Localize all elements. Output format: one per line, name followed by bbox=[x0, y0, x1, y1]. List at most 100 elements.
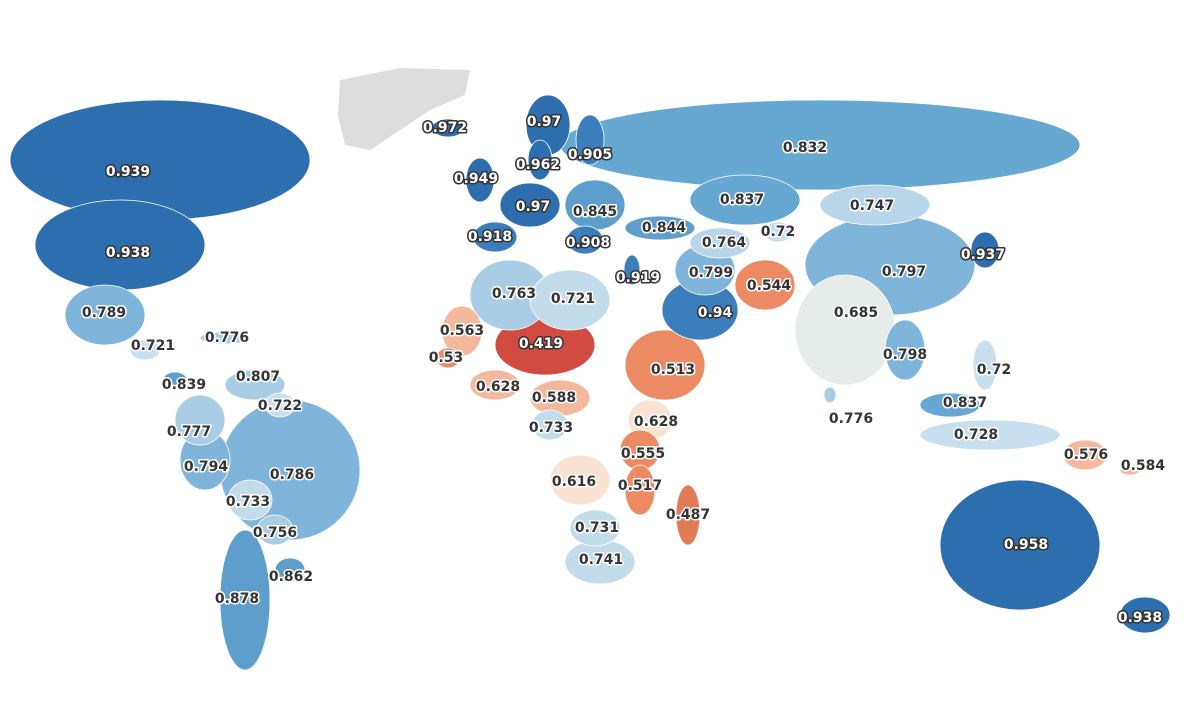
value-label: 0.949 bbox=[454, 171, 498, 187]
value-label: 0.517 bbox=[618, 478, 662, 494]
value-label: 0.862 bbox=[269, 569, 313, 585]
value-label: 0.728 bbox=[954, 427, 998, 443]
value-label: 0.733 bbox=[226, 494, 270, 510]
value-label: 0.786 bbox=[270, 467, 314, 483]
country-region bbox=[64, 284, 146, 346]
value-label: 0.832 bbox=[783, 140, 827, 156]
country-region bbox=[441, 305, 483, 357]
country-region bbox=[624, 464, 656, 516]
country-region bbox=[199, 331, 251, 345]
country-region bbox=[224, 369, 286, 401]
country-region bbox=[431, 118, 465, 138]
value-label: 0.797 bbox=[882, 264, 926, 280]
country-region bbox=[624, 329, 706, 401]
country-region bbox=[569, 509, 621, 547]
country-region bbox=[734, 259, 796, 311]
country-region bbox=[256, 514, 294, 546]
value-label: 0.747 bbox=[850, 198, 894, 214]
value-label: 0.487 bbox=[666, 507, 710, 523]
value-label: 0.918 bbox=[468, 229, 512, 245]
value-label: 0.764 bbox=[702, 235, 747, 251]
value-label: 0.905 bbox=[568, 147, 612, 163]
value-label: 0.937 bbox=[961, 247, 1005, 263]
country-region bbox=[531, 409, 569, 441]
value-label: 0.555 bbox=[621, 446, 665, 462]
country-region bbox=[527, 139, 553, 181]
value-label: 0.685 bbox=[834, 305, 878, 321]
value-label: 0.938 bbox=[1118, 610, 1162, 626]
country-region bbox=[623, 254, 641, 286]
country-region bbox=[264, 392, 296, 418]
country-region bbox=[970, 231, 1000, 269]
country-region bbox=[884, 319, 926, 381]
value-label: 0.799 bbox=[689, 265, 733, 281]
value-label: 0.628 bbox=[476, 379, 520, 395]
value-label: 0.789 bbox=[82, 305, 126, 321]
country-region bbox=[529, 269, 611, 331]
country-region bbox=[919, 392, 981, 418]
value-label: 0.845 bbox=[573, 204, 617, 220]
country-region bbox=[227, 479, 273, 521]
value-label: 0.97 bbox=[516, 199, 551, 215]
value-label: 0.939 bbox=[106, 164, 150, 180]
value-label: 0.419 bbox=[519, 336, 563, 352]
regions bbox=[9, 94, 1171, 671]
country-region bbox=[1119, 464, 1141, 476]
value-label: 0.721 bbox=[551, 291, 595, 307]
country-region bbox=[972, 339, 998, 391]
country-region bbox=[689, 227, 751, 259]
country-region bbox=[469, 369, 521, 401]
value-label: 0.878 bbox=[215, 591, 259, 607]
country-region bbox=[763, 221, 793, 243]
value-label: 0.962 bbox=[516, 157, 560, 173]
country-region bbox=[162, 371, 188, 389]
value-label: 0.72 bbox=[761, 224, 796, 240]
greenland-no-data bbox=[338, 68, 470, 150]
country-region bbox=[435, 347, 461, 369]
value-label: 0.616 bbox=[552, 474, 596, 490]
value-label: 0.844 bbox=[642, 220, 687, 236]
country-region bbox=[499, 182, 561, 228]
value-label: 0.584 bbox=[1121, 458, 1166, 474]
value-label: 0.837 bbox=[720, 192, 764, 208]
value-label: 0.563 bbox=[440, 323, 484, 339]
value-label: 0.94 bbox=[698, 305, 733, 321]
country-region bbox=[939, 479, 1101, 611]
value-label: 0.919 bbox=[616, 270, 660, 286]
value-label: 0.731 bbox=[575, 520, 619, 536]
value-label: 0.97 bbox=[527, 114, 562, 130]
country-region bbox=[794, 274, 896, 386]
country-region bbox=[549, 454, 611, 506]
country-region bbox=[819, 184, 931, 226]
value-label: 0.722 bbox=[258, 398, 302, 414]
value-label: 0.972 bbox=[423, 120, 467, 136]
value-label: 0.721 bbox=[131, 338, 175, 354]
country-region bbox=[174, 394, 226, 446]
value-label: 0.958 bbox=[1004, 537, 1048, 553]
value-label: 0.798 bbox=[883, 347, 927, 363]
country-region bbox=[1062, 439, 1108, 471]
value-label: 0.777 bbox=[167, 424, 211, 440]
value-label: 0.72 bbox=[977, 362, 1012, 378]
country-region bbox=[919, 419, 1061, 451]
country-region bbox=[472, 221, 518, 253]
country-region bbox=[219, 529, 271, 671]
value-label: 0.938 bbox=[106, 245, 150, 261]
country-region bbox=[129, 339, 161, 361]
value-label: 0.513 bbox=[651, 362, 695, 378]
value-label: 0.837 bbox=[943, 395, 987, 411]
country-region bbox=[1119, 596, 1171, 634]
country-region bbox=[823, 386, 837, 404]
value-label: 0.628 bbox=[634, 414, 678, 430]
country-region bbox=[675, 484, 701, 546]
country-region bbox=[566, 225, 604, 255]
value-label: 0.776 bbox=[205, 330, 249, 346]
value-label: 0.908 bbox=[566, 235, 610, 251]
value-label: 0.807 bbox=[236, 369, 280, 385]
country-region bbox=[575, 114, 605, 166]
country-region bbox=[465, 157, 495, 203]
value-label: 0.733 bbox=[529, 420, 573, 436]
value-label: 0.741 bbox=[579, 552, 623, 568]
value-label: 0.794 bbox=[184, 459, 229, 475]
